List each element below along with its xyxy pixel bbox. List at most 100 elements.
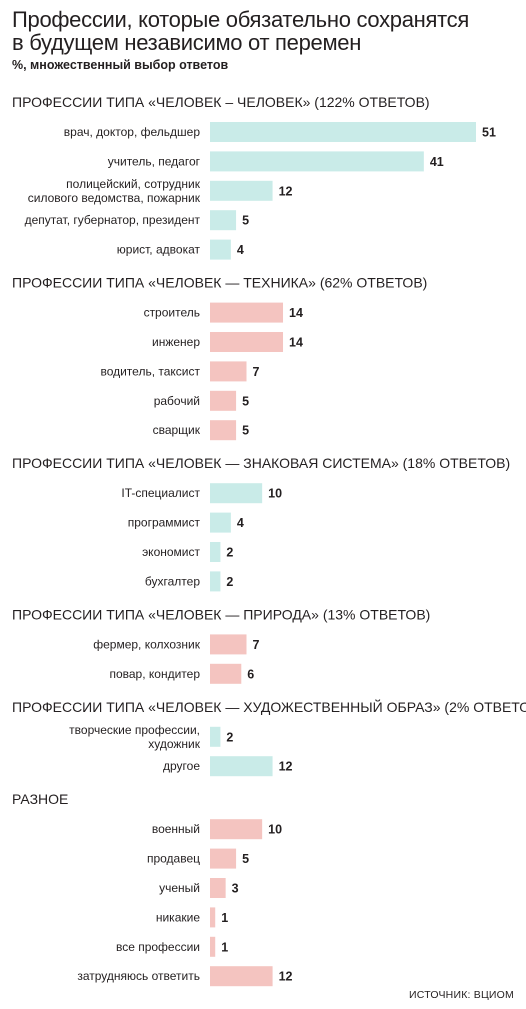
bar-военный (210, 819, 263, 840)
value-label: 6 (247, 667, 254, 681)
category-label: полицейский, сотрудник силового ведомства… (28, 177, 201, 205)
bar-row: программист 4 (128, 512, 244, 533)
category-label: продавец (147, 852, 200, 866)
category-label: рабочий (154, 394, 200, 408)
category-label: врач, доктор, фельдшер (64, 125, 201, 139)
bar-row: ученый 3 (159, 878, 239, 898)
category-label: водитель, таксист (100, 364, 200, 378)
section-2: ПРОФЕССИИ ТИПА «ЧЕЛОВЕК — ТЕХНИКА» (62% … (12, 275, 427, 441)
bar-сварщик (210, 420, 237, 441)
category-label: экономист (142, 545, 200, 559)
section-title: ПРОФЕССИИ ТИПА «ЧЕЛОВЕК — ХУДОЖЕСТВЕННЫЙ… (12, 698, 526, 715)
chart-title: Профессии, которые обязательно сохранятс… (12, 7, 469, 55)
section-1: ПРОФЕССИИ ТИПА «ЧЕЛОВЕК – ЧЕЛОВЕК» (122%… (12, 94, 496, 260)
value-label: 14 (289, 336, 303, 350)
category-label: бухгалтер (145, 574, 200, 588)
bar-никакие (210, 907, 216, 928)
category-label: ученый (159, 881, 200, 895)
bar-затрудняюсь-ответить (210, 966, 273, 987)
value-label: 2 (226, 575, 233, 589)
section-title: ПРОФЕССИИ ТИПА «ЧЕЛОВЕК – ЧЕЛОВЕК» (122%… (12, 94, 430, 110)
category-label: творческие профессии, художник (69, 723, 201, 751)
category-label: все профессии (116, 940, 200, 954)
value-label: 2 (226, 546, 233, 560)
bar-повар-кондитер (210, 663, 242, 684)
category-label: сварщик (153, 423, 201, 437)
section-5: ПРОФЕССИИ ТИПА «ЧЕЛОВЕК — ХУДОЖЕСТВЕННЫЙ… (12, 698, 526, 777)
category-label: инженер (152, 335, 200, 349)
bar-строитель (210, 302, 284, 323)
source-note: ИСТОЧНИК: ВЦИОМ (409, 989, 514, 1001)
value-label: 7 (253, 638, 260, 652)
category-label: депутат, губернатор, президент (25, 213, 201, 227)
bar-row: другое 12 (163, 756, 293, 777)
bar-row: все профессии 1 (116, 936, 228, 957)
bar-row: фермер, колхозник 7 (93, 634, 260, 655)
bar-row: творческие профессии, художник 2 (69, 723, 233, 751)
value-label: 10 (268, 823, 282, 837)
bar-row: врач, доктор, фельдшер 51 (64, 122, 496, 142)
bar-row: юрист, адвокат 4 (117, 239, 244, 260)
bar-полицейский-сотрудник-силового-ведомства (210, 180, 273, 201)
value-label: 12 (279, 970, 293, 984)
section-4: ПРОФЕССИИ ТИПА «ЧЕЛОВЕК — ПРИРОДА» (13% … (12, 606, 430, 684)
bar-ученый (210, 878, 226, 898)
bar-it-специалист (210, 483, 263, 504)
bar-творческие-профессии-художник (210, 726, 221, 747)
bar-row: сварщик 5 (153, 420, 249, 441)
value-label: 5 (242, 852, 249, 866)
bar-депутат-губернатор-президент (210, 210, 237, 231)
value-label: 51 (482, 126, 496, 140)
bar-продавец (210, 848, 237, 869)
bar-row: водитель, таксист 7 (100, 361, 260, 382)
value-label: 10 (268, 487, 282, 501)
bar-программист (210, 512, 231, 533)
value-label: 1 (221, 940, 228, 954)
bar-row: депутат, губернатор, президент 5 (25, 210, 249, 231)
bar-фермер-колхозник (210, 634, 247, 655)
bar-row: никакие 1 (156, 907, 228, 928)
category-label: затрудняюсь ответить (77, 969, 200, 983)
bar-row: затрудняюсь ответить 12 (77, 966, 293, 987)
bar-инженер (210, 332, 284, 352)
bar-row: военный 10 (152, 819, 282, 840)
value-label: 5 (242, 394, 249, 408)
value-label: 4 (237, 516, 244, 530)
category-label: другое (163, 759, 200, 773)
chart-subtitle: %, множественный выбор ответов (12, 58, 229, 72)
section-title: ПРОФЕССИИ ТИПА «ЧЕЛОВЕК — ЗНАКОВАЯ СИСТЕ… (12, 455, 510, 471)
bar-врач-доктор-фельдшер (210, 122, 476, 142)
bar-водитель-таксист (210, 361, 247, 382)
bar-учитель-педагог (210, 151, 424, 172)
value-label: 5 (242, 214, 249, 228)
value-label: 12 (279, 184, 293, 198)
value-label: 41 (430, 155, 444, 169)
value-label: 1 (221, 911, 228, 925)
bar-row: рабочий 5 (154, 390, 249, 411)
bar-row: полицейский, сотрудник силового ведомства… (28, 177, 293, 205)
bar-row: учитель, педагог 41 (108, 151, 444, 172)
bar-бухгалтер (210, 571, 221, 592)
bar-row: IT-специалист 10 (121, 483, 282, 504)
bar-рабочий (210, 390, 237, 411)
category-label: строитель (144, 306, 200, 320)
value-label: 3 (232, 882, 239, 896)
value-label: 14 (289, 306, 303, 320)
value-label: 12 (279, 760, 293, 774)
bar-все-профессии (210, 936, 216, 957)
category-label: юрист, адвокат (117, 243, 201, 257)
category-label: повар, кондитер (109, 667, 200, 681)
section-title: ПРОФЕССИИ ТИПА «ЧЕЛОВЕК — ТЕХНИКА» (62% … (12, 275, 427, 291)
bar-row: продавец 5 (147, 848, 249, 869)
bar-другое (210, 756, 273, 777)
section-3: ПРОФЕССИИ ТИПА «ЧЕЛОВЕК — ЗНАКОВАЯ СИСТЕ… (12, 455, 510, 592)
bar-экономист (210, 542, 221, 562)
category-label: никакие (156, 910, 200, 924)
category-label: программист (128, 516, 201, 530)
bar-row: инженер 14 (152, 332, 303, 352)
bar-row: повар, кондитер 6 (109, 663, 254, 684)
value-label: 2 (226, 730, 233, 744)
section-title: ПРОФЕССИИ ТИПА «ЧЕЛОВЕК — ПРИРОДА» (13% … (12, 606, 430, 622)
